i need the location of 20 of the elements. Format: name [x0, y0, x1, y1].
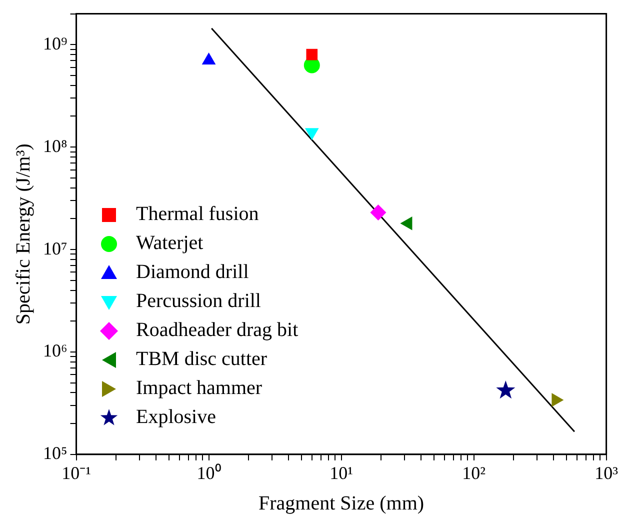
x-tick-label: 10²	[462, 462, 486, 483]
y-tick-label: 10⁶	[42, 340, 68, 361]
legend-label: Impact hammer	[136, 376, 262, 401]
legend-label: Roadheader drag bit	[136, 318, 298, 343]
x-axis-title: Fragment Size (mm)	[258, 492, 424, 514]
y-tick-label: 10⁷	[42, 238, 68, 258]
y-tick-label: 10⁸	[42, 136, 68, 156]
legend-label: Waterjet	[136, 231, 204, 256]
y-tick-label: 10⁹	[42, 33, 68, 54]
y-axis-title: Specific Energy (J/m³)	[12, 144, 34, 325]
legend-label: Thermal fusion	[136, 202, 259, 227]
legend-label: Percussion drill	[136, 289, 261, 314]
x-tick-label: 10³	[594, 462, 619, 483]
x-tick-label: 10⁰	[196, 462, 221, 483]
legend-label: TBM disc cutter	[136, 347, 268, 372]
legend-label: Explosive	[136, 405, 216, 430]
x-tick-label: 10¹	[330, 462, 353, 483]
y-tick-label: 10⁵	[42, 443, 68, 464]
legend-label: Diamond drill	[136, 260, 249, 285]
x-tick-label: 10⁻¹	[62, 462, 91, 483]
